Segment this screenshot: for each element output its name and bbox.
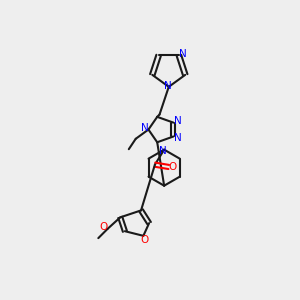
Text: O: O: [169, 162, 177, 172]
Text: N: N: [174, 116, 182, 127]
Text: N: N: [141, 123, 148, 134]
Text: N: N: [179, 49, 187, 59]
Text: O: O: [99, 222, 107, 232]
Text: N: N: [164, 81, 172, 91]
Text: N: N: [174, 133, 182, 143]
Text: N: N: [159, 146, 167, 157]
Text: O: O: [140, 235, 148, 245]
